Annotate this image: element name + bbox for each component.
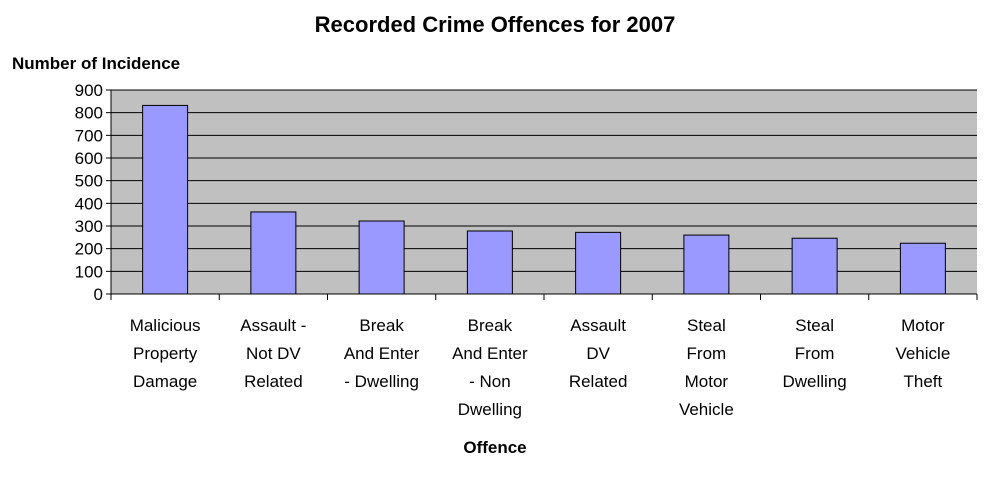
bar (683, 234, 730, 295)
y-tick-label: 700 (75, 126, 103, 145)
category-label-line: Not DV (246, 344, 301, 363)
y-ticks: 0 100 200 300 400 500 600 700 800 900 (75, 81, 111, 304)
category-label-line: Malicious (130, 316, 201, 335)
x-axis-label: Offence (463, 438, 526, 457)
category-label-line: Dwelling (458, 400, 522, 419)
y-tick-label: 800 (75, 104, 103, 123)
category-label-line: Related (244, 372, 303, 391)
category-label-line: Motor (685, 372, 729, 391)
category-label-line: Assault (570, 316, 626, 335)
category-label: Malicious Property Damage (130, 316, 201, 391)
category-label-line: Assault - (240, 316, 306, 335)
bar (899, 242, 946, 295)
category-label-line: From (795, 344, 835, 363)
category-label-line: Vehicle (895, 344, 950, 363)
category-label-line: And Enter (452, 344, 528, 363)
category-label-line: - Non (469, 372, 511, 391)
category-label-line: Break (359, 316, 404, 335)
bar (791, 237, 838, 295)
category-label-line: From (687, 344, 727, 363)
y-tick-label: 600 (75, 149, 103, 168)
category-labels: Malicious Property Damage Assault - Not DV Re… (130, 316, 951, 419)
bar (250, 211, 297, 295)
category-label: Assault - Not DV Related (240, 316, 306, 391)
category-label-line: Motor (901, 316, 945, 335)
y-tick-label: 100 (75, 262, 103, 281)
category-label: Motor Vehicle Theft (895, 316, 950, 391)
category-label-line: And Enter (344, 344, 420, 363)
category-label: Steal From Dwelling (783, 316, 847, 391)
bars (142, 104, 946, 295)
category-label: Steal From Motor Vehicle (679, 316, 734, 419)
category-label-line: Damage (133, 372, 197, 391)
bar (575, 231, 622, 295)
bar (466, 230, 513, 295)
bar (142, 104, 189, 295)
category-label-line: Break (468, 316, 513, 335)
category-label-line: Theft (904, 372, 943, 391)
y-tick-label: 500 (75, 172, 103, 191)
y-tick-label: 400 (75, 194, 103, 213)
category-label: Assault DV Related (569, 316, 628, 391)
category-label-line: Steal (687, 316, 726, 335)
chart-title: Recorded Crime Offences for 2007 (315, 12, 676, 37)
category-label-line: Related (569, 372, 628, 391)
x-ticks (110, 294, 978, 300)
category-label-line: - Dwelling (344, 372, 419, 391)
category-label-line: Steal (795, 316, 834, 335)
plot-area (111, 90, 977, 294)
y-tick-label: 900 (75, 81, 103, 100)
category-label-line: DV (586, 344, 610, 363)
category-label-line: Property (133, 344, 198, 363)
y-tick-label: 300 (75, 217, 103, 236)
category-label: Break And Enter - Non Dwelling (452, 316, 528, 419)
y-tick-label: 0 (94, 285, 103, 304)
category-label-line: Dwelling (783, 372, 847, 391)
category-label: Break And Enter - Dwelling (344, 316, 420, 391)
y-tick-label: 200 (75, 240, 103, 259)
y-axis-label: Number of Incidence (12, 54, 180, 73)
bar (358, 220, 405, 295)
category-label-line: Vehicle (679, 400, 734, 419)
